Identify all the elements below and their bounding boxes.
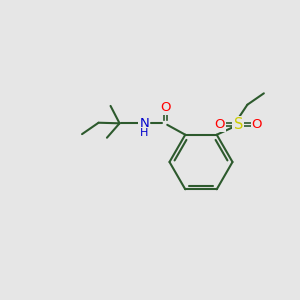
Text: O: O [214, 118, 225, 131]
Text: O: O [252, 118, 262, 131]
Text: H: H [140, 128, 148, 138]
Text: O: O [160, 101, 171, 114]
Text: S: S [234, 117, 243, 132]
Text: N: N [139, 117, 149, 130]
